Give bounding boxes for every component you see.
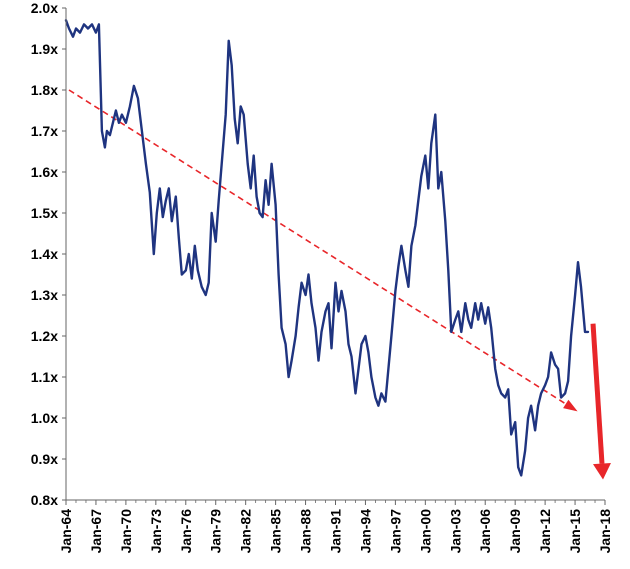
y-axis-labels: 0.8x 0.9x 1.0x 1.1x 1.2x 1.3x 1.4x 1.5x 1.6x 1.7x… — [31, 0, 58, 508]
arrow-shaft — [593, 324, 602, 464]
x-tick-label: Jan-09 — [507, 509, 523, 554]
arrow-head — [593, 463, 611, 480]
x-tick-label: Jan-97 — [387, 509, 403, 554]
x-tick-label: Jan-00 — [417, 509, 433, 554]
y-tick-label: 1.6x — [31, 164, 58, 180]
x-tick-label: Jan-82 — [238, 509, 254, 554]
x-tick-label: Jan-64 — [58, 509, 74, 554]
y-tick-label: 1.0x — [31, 410, 58, 426]
y-tick-label: 1.7x — [31, 123, 58, 139]
y-tick-label: 0.8x — [31, 492, 58, 508]
x-tick-label: Jan-06 — [477, 509, 493, 554]
x-axis-labels: Jan-64 Jan-67 Jan-70 Jan-73 Jan-76 Jan-79 Jan-… — [58, 509, 613, 554]
red-arrow — [593, 324, 611, 480]
x-tick-label: Jan-73 — [148, 509, 164, 554]
trend-arrowhead — [563, 400, 578, 412]
x-tick-label: Jan-88 — [298, 509, 314, 554]
x-tick-label: Jan-76 — [178, 509, 194, 554]
y-tick-label: 1.2x — [31, 328, 58, 344]
x-tick-label: Jan-85 — [268, 509, 284, 554]
trend-line — [69, 90, 578, 411]
x-tick-label: Jan-67 — [88, 509, 104, 554]
x-tick-label: Jan-91 — [328, 509, 344, 554]
y-tick-label: 1.1x — [31, 369, 58, 385]
data-series — [66, 20, 588, 475]
x-tick-label: Jan-70 — [118, 509, 134, 554]
y-tick-label: 2.0x — [31, 0, 58, 16]
y-tick-label: 1.9x — [31, 41, 58, 57]
y-tick-label: 0.9x — [31, 451, 58, 467]
x-tick-label: Jan-94 — [357, 509, 373, 554]
y-tick-label: 1.8x — [31, 82, 58, 98]
x-tick-label: Jan-79 — [208, 509, 224, 554]
trend-line-segment — [69, 90, 575, 410]
x-tick-label: Jan-12 — [537, 509, 553, 554]
series-line — [66, 20, 588, 475]
y-tick-label: 1.3x — [31, 287, 58, 303]
y-tick-label: 1.4x — [31, 246, 58, 262]
y-tick-label: 1.5x — [31, 205, 58, 221]
x-tick-label: Jan-03 — [447, 509, 463, 554]
x-tick-label: Jan-15 — [567, 509, 583, 554]
x-tick-label: Jan-18 — [597, 509, 613, 554]
